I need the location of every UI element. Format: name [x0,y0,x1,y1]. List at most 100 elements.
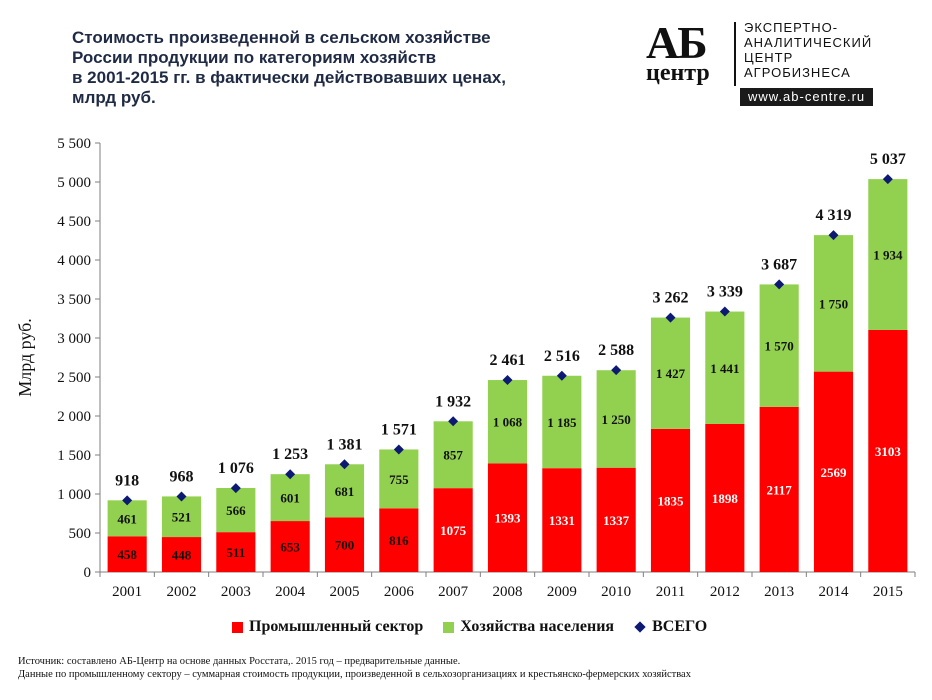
x-tick-label: 2002 [167,584,197,600]
bar-households [379,449,419,509]
data-label-total: 1 381 [327,436,363,453]
y-tick-label: 5 500 [57,136,91,152]
data-label-households: 1 185 [547,415,577,430]
total-marker [665,312,676,323]
y-tick-label: 4 000 [57,253,91,269]
logo-url: www.ab-centre.ru [740,88,874,106]
data-label-industrial: 511 [226,545,245,560]
legend-marker-total [634,621,646,633]
bar-industrial [596,467,636,572]
bar-households [542,375,582,469]
bar-industrial [705,423,745,572]
bar-households [324,464,365,518]
data-label-total: 1 253 [272,446,308,463]
legend-item-total: ВСЕГО [634,618,707,636]
y-tick-label: 500 [69,526,92,542]
logo-mark: АБ центр [646,17,710,86]
bar-industrial [813,371,854,572]
bar-industrial [270,521,310,572]
x-tick-label: 2010 [601,584,631,600]
y-tick-label: 2 000 [57,409,91,425]
data-label-households: 1 750 [819,296,848,311]
ab-centre-logo: АБ центр ЭКСПЕРТНО- АНАЛИТИЧЕСКИЙ ЦЕНТР … [640,18,902,110]
data-label-industrial: 458 [117,547,137,562]
x-tick-label: 2006 [384,584,415,600]
x-tick-label: 2014 [819,584,850,600]
bar-households [813,235,854,372]
bar-households [759,284,799,407]
legend-swatch-industrial [232,621,243,633]
data-label-households: 566 [226,503,246,518]
data-label-total: 1 076 [218,460,254,477]
total-marker [502,375,513,386]
bar-industrial [324,517,365,572]
data-label-industrial: 816 [389,533,409,548]
logo-mark-top: АБ [646,17,708,68]
data-label-total: 1 932 [435,393,471,410]
bar-industrial [379,508,419,572]
title-line-1: Стоимость произведенной в сельском хозяй… [72,28,491,47]
data-label-total: 5 037 [870,151,906,168]
title-line-2: России продукции по категориям хозяйств [72,48,437,67]
data-label-households: 1 934 [873,248,903,263]
stacked-bar-chart: 0 500 1 000 1 500 2 000 2 500 3 000 3 500 4 000 4… [15,136,916,600]
bar-households [868,179,908,330]
y-tick-label: 2 500 [57,370,91,386]
source-note-line-1: Источник: составлено АБ-Центр на основе … [18,656,461,667]
data-label-industrial: 1393 [495,511,522,526]
data-label-households: 1 427 [656,366,686,381]
bar-households [107,500,147,537]
bar-households [705,311,745,424]
legend-label-total: ВСЕГО [652,618,708,635]
x-tick-label: 2008 [493,584,523,600]
data-label-total: 4 319 [816,207,852,224]
data-label-total: 3 687 [761,256,797,273]
total-marker [774,279,785,290]
x-tick-label: 2015 [873,584,903,600]
data-label-households: 1 250 [602,412,631,427]
logo-mark-bottom: центр [646,60,710,86]
legend-item-industrial: Промышленный сектор [232,618,423,636]
title-line-3: в 2001-2015 гг. в фактически действовавш… [72,68,506,87]
data-label-industrial: 1075 [440,523,467,538]
x-tick-label: 2007 [438,584,469,600]
source-note-line-2: Данные по промышленному сектору – суммар… [18,669,691,680]
data-label-industrial: 448 [172,548,192,563]
data-label-industrial: 1898 [712,491,739,506]
bar-industrial [216,532,256,572]
bar-households [487,380,528,464]
data-label-households: 601 [280,491,300,506]
total-marker [393,444,404,455]
total-marker [719,306,730,317]
logo-text-line-2: АНАЛИТИЧЕСКИЙ [744,35,873,50]
y-tick-label: 1 000 [57,487,91,503]
data-label-total: 2 588 [598,342,634,359]
total-marker [176,491,187,502]
total-marker [122,495,133,506]
data-label-households: 857 [443,448,463,463]
data-label-households: 1 570 [765,339,794,354]
logo-text-line-3: ЦЕНТР [744,50,794,65]
y-tick-label: 4 500 [57,214,91,230]
x-tick-label: 2005 [330,584,360,600]
y-tick-label: 3 500 [57,292,91,308]
legend-label-households: Хозяйства населения [460,618,615,635]
total-marker [285,469,296,480]
title-line-4: млрд руб. [72,88,156,107]
chart-title: Стоимость произведенной в сельском хозяй… [72,28,562,108]
data-label-total: 3 262 [653,290,689,307]
data-label-industrial: 3103 [875,444,902,459]
x-tick-label: 2004 [275,584,306,600]
bar-industrial [107,536,147,572]
y-tick-label: 5 000 [57,175,91,191]
y-tick-label: 0 [84,565,92,581]
y-tick-label: 3 000 [57,331,91,347]
total-marker [448,416,459,427]
bar-industrial [868,329,908,572]
logo-text: ЭКСПЕРТНО- АНАЛИТИЧЕСКИЙ ЦЕНТР АГРОБИЗНЕ… [744,20,872,80]
logo-divider [734,22,736,86]
bar-households [650,317,691,429]
bar-industrial [650,428,691,572]
x-tick-label: 2011 [656,584,685,600]
data-label-industrial: 1331 [549,513,575,528]
